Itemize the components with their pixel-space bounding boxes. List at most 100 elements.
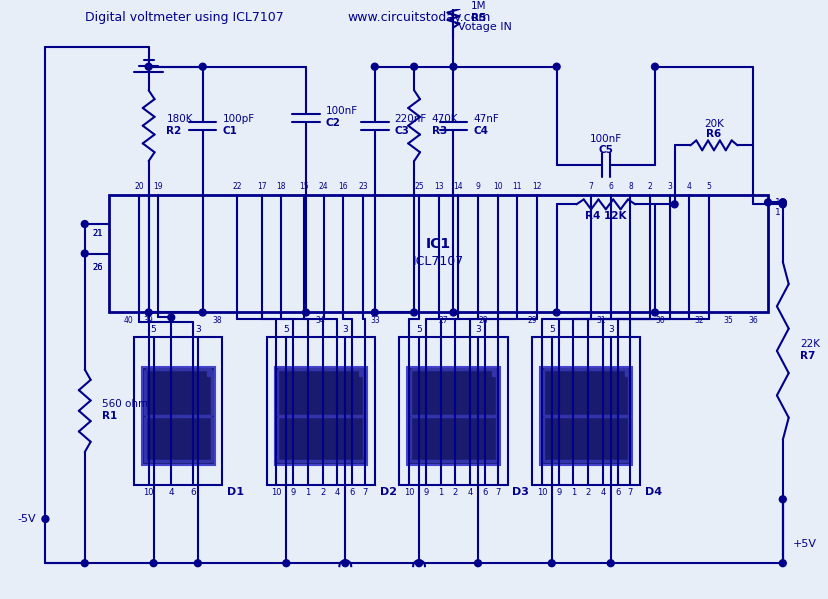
Circle shape [450, 309, 456, 316]
Text: R2: R2 [166, 126, 181, 135]
Text: 100nF: 100nF [325, 107, 358, 116]
Text: D4: D4 [644, 488, 662, 497]
Text: R6: R6 [705, 129, 720, 138]
Text: 18: 18 [277, 182, 286, 191]
Text: 220nF: 220nF [394, 114, 426, 124]
Text: 12: 12 [532, 182, 542, 191]
Text: 11: 11 [512, 182, 522, 191]
Text: 20K: 20K [703, 119, 723, 129]
Text: C3: C3 [394, 126, 409, 135]
Text: 8: 8 [628, 182, 632, 191]
Text: 9: 9 [475, 182, 480, 191]
Bar [274, 367, 367, 465]
Text: 2: 2 [647, 182, 652, 191]
Circle shape [763, 199, 771, 206]
Text: 4: 4 [335, 488, 339, 497]
Circle shape [341, 559, 349, 567]
Text: 22K: 22K [800, 339, 820, 349]
Bar [267, 337, 374, 485]
Text: 30: 30 [654, 316, 664, 325]
Text: 1: 1 [774, 208, 780, 217]
Bar [491, 371, 496, 376]
Circle shape [474, 559, 481, 567]
Text: 2: 2 [320, 488, 325, 497]
Text: 31: 31 [595, 316, 605, 325]
Text: 10: 10 [143, 488, 154, 497]
Text: -5V: -5V [17, 514, 36, 524]
Text: 47nF: 47nF [473, 114, 498, 124]
Text: 6: 6 [190, 488, 195, 497]
Text: 33: 33 [369, 316, 379, 325]
Circle shape [42, 516, 49, 522]
Circle shape [778, 496, 785, 503]
Text: 3: 3 [667, 182, 672, 191]
Bar [109, 195, 767, 313]
Bar [623, 371, 628, 376]
Text: 560 ohm: 560 ohm [103, 399, 148, 409]
Text: 3: 3 [195, 325, 200, 334]
Text: 13: 13 [433, 182, 443, 191]
Text: 7: 7 [588, 182, 593, 191]
Text: 4: 4 [467, 488, 472, 497]
Text: 5: 5 [705, 182, 710, 191]
Text: 20: 20 [134, 182, 143, 191]
Text: IC1: IC1 [426, 237, 450, 250]
Circle shape [552, 63, 560, 70]
Text: 10: 10 [403, 488, 414, 497]
Text: 14: 14 [453, 182, 463, 191]
Text: 21: 21 [92, 229, 103, 238]
Circle shape [450, 63, 456, 70]
Text: 6: 6 [482, 488, 487, 497]
Text: 4: 4 [599, 488, 604, 497]
Circle shape [302, 309, 309, 316]
Text: 5: 5 [548, 325, 554, 334]
Circle shape [651, 63, 657, 70]
Text: 9: 9 [556, 488, 561, 497]
Text: 35: 35 [723, 316, 733, 325]
Text: 6: 6 [614, 488, 619, 497]
Text: 1: 1 [437, 488, 443, 497]
Circle shape [81, 250, 88, 257]
Text: 6: 6 [349, 488, 354, 497]
Circle shape [199, 309, 206, 316]
Text: 3: 3 [607, 325, 613, 334]
Text: ICL7107: ICL7107 [412, 255, 464, 268]
Text: 470K: 470K [431, 114, 458, 124]
Bar [134, 337, 222, 485]
Text: 6: 6 [608, 182, 613, 191]
Circle shape [671, 201, 677, 208]
Text: 100nF: 100nF [589, 134, 621, 144]
Circle shape [150, 559, 156, 567]
Circle shape [547, 559, 555, 567]
Circle shape [199, 63, 206, 70]
Text: 22: 22 [232, 182, 242, 191]
Text: C2: C2 [325, 118, 340, 128]
Text: R4 12K: R4 12K [585, 211, 626, 221]
Text: 7: 7 [494, 488, 500, 497]
Text: R1: R1 [103, 411, 118, 420]
Text: 16: 16 [338, 182, 348, 191]
Text: 7: 7 [362, 488, 367, 497]
Text: 9: 9 [290, 488, 296, 497]
Text: 38: 38 [213, 316, 222, 325]
Circle shape [81, 559, 88, 567]
Circle shape [778, 199, 785, 206]
Text: D1: D1 [227, 488, 244, 497]
Text: 4: 4 [686, 182, 691, 191]
Circle shape [167, 314, 175, 321]
Text: 4: 4 [168, 488, 174, 497]
Text: 21: 21 [92, 229, 103, 238]
Bar [206, 371, 211, 376]
Text: 3: 3 [342, 325, 348, 334]
Text: R3: R3 [431, 126, 446, 135]
Text: 100pF: 100pF [222, 114, 254, 124]
Text: 39: 39 [143, 316, 153, 325]
Text: 180K: 180K [166, 114, 193, 124]
Text: 7: 7 [627, 488, 633, 497]
Bar [399, 337, 507, 485]
Text: C1: C1 [222, 126, 237, 135]
Text: 10: 10 [536, 488, 546, 497]
Text: 5: 5 [151, 325, 156, 334]
Bar [407, 367, 499, 465]
Bar [359, 371, 363, 376]
